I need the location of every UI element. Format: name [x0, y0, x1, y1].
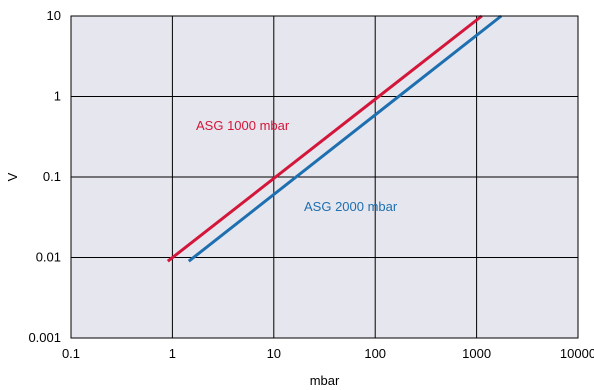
series-labels: ASG 1000 mbar ASG 2000 mbar — [196, 118, 398, 214]
y-tick-label: 0.1 — [43, 169, 61, 184]
x-axis-label: mbar — [310, 373, 340, 388]
plot-frame — [70, 15, 579, 339]
series-line-1 — [166, 14, 483, 263]
y-tick-label: 10 — [47, 8, 61, 23]
y-axis-label: V — [5, 172, 20, 181]
series-line-2 — [187, 14, 503, 263]
series-label-2: ASG 2000 mbar — [304, 199, 398, 214]
x-tick-label: 10000 — [560, 346, 594, 361]
series-lines — [166, 14, 503, 263]
x-tick-label: 10 — [267, 346, 281, 361]
x-tick-label: 0.1 — [62, 346, 80, 361]
x-tick-label: 1 — [169, 346, 176, 361]
y-tick-label: 0.001 — [28, 330, 61, 345]
x-tick-label: 100 — [364, 346, 386, 361]
series-label-1: ASG 1000 mbar — [196, 118, 290, 133]
tick-labels: 0.1 1 10 100 1000 10000 0.001 0.01 0.1 1 10 — [28, 8, 594, 361]
y-tick-label: 0.01 — [36, 250, 61, 265]
x-tick-label: 1000 — [462, 346, 491, 361]
y-tick-label: 1 — [54, 89, 61, 104]
